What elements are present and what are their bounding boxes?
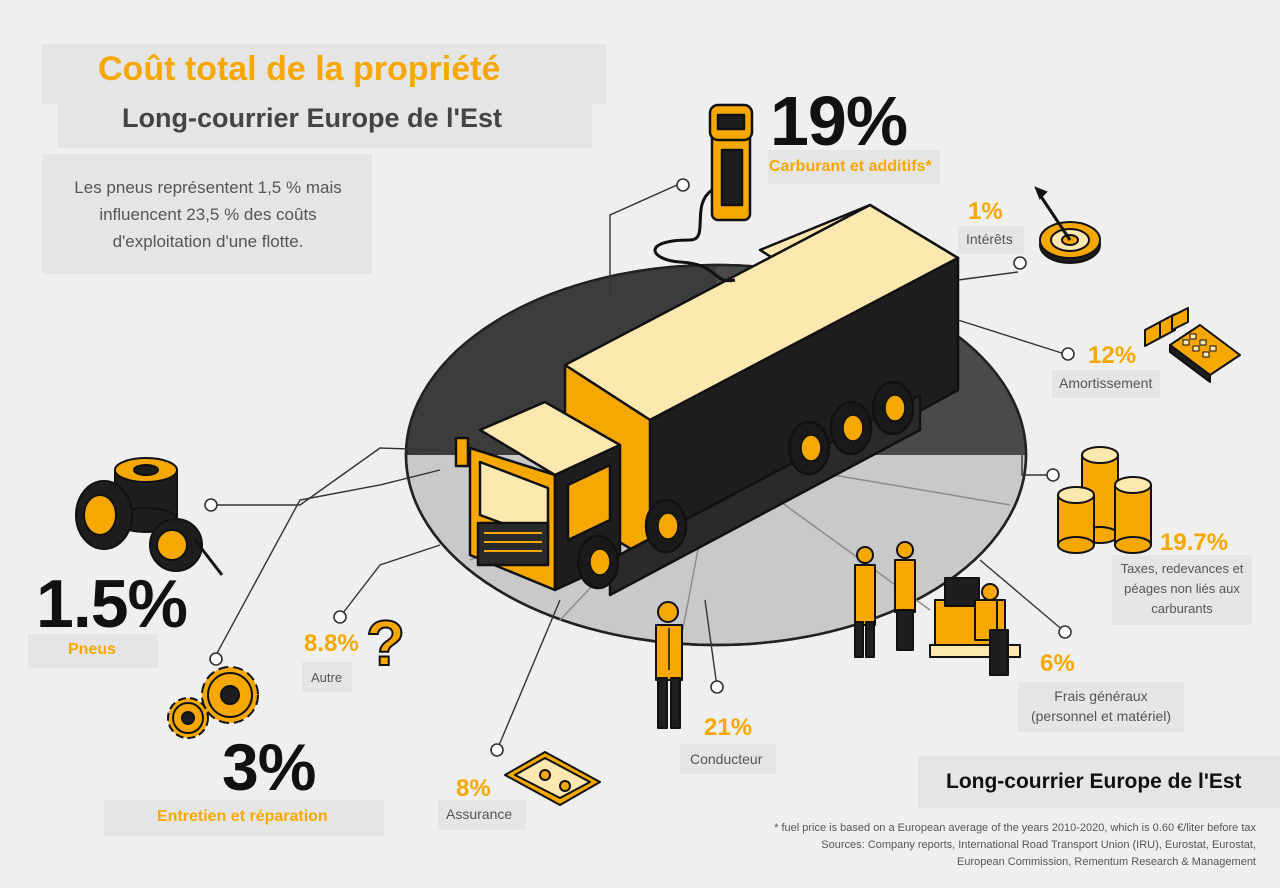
coin-stacks-icon bbox=[1057, 446, 1152, 554]
overhead-label-panel bbox=[1018, 682, 1184, 732]
maintenance-value: 3% bbox=[222, 730, 316, 804]
interest-label: Intérêts bbox=[966, 231, 1013, 247]
insurance-value: 8% bbox=[456, 775, 491, 802]
leader-dots bbox=[204, 178, 1075, 757]
office-staff-icon bbox=[854, 541, 1021, 676]
other-label: Autre bbox=[311, 670, 343, 685]
tyres-label: Pneus bbox=[68, 641, 117, 658]
insurance-label: Assurance bbox=[446, 806, 513, 822]
insurance-document-icon bbox=[504, 751, 601, 806]
gears-icon bbox=[167, 666, 259, 739]
footnote-line-3: European Commission, Rementum Research &… bbox=[957, 856, 1256, 868]
page-title: Coût total de la propriété bbox=[98, 50, 501, 88]
driver-label: Conducteur bbox=[690, 751, 763, 767]
depreciation-value: 12% bbox=[1088, 342, 1137, 369]
fuel-label-panel bbox=[768, 150, 940, 184]
taxes-label-line2: péages non liés aux bbox=[1124, 581, 1240, 596]
subtitle-panel bbox=[58, 100, 592, 148]
depreciation-label: Amortissement bbox=[1059, 375, 1153, 391]
footnote-line-2: Sources: Company reports, International … bbox=[821, 839, 1256, 851]
interest-label-panel bbox=[958, 226, 1024, 254]
brand-label-panel bbox=[918, 756, 1280, 808]
target-icon bbox=[1034, 186, 1101, 264]
taxes-label-panel bbox=[1112, 555, 1252, 625]
other-label-panel bbox=[302, 662, 352, 692]
page-subtitle: Long-courrier Europe de l'Est bbox=[122, 103, 502, 133]
interest-value: 1% bbox=[968, 198, 1003, 225]
svg-text:?: ? bbox=[366, 607, 405, 679]
taxes-value: 19.7% bbox=[1160, 529, 1229, 556]
fuel-pump-icon bbox=[653, 103, 754, 283]
maintenance-label-panel bbox=[104, 800, 384, 836]
leader-lines bbox=[215, 184, 1069, 751]
overhead-label-line2: (personnel et matériel) bbox=[1030, 708, 1172, 724]
footnote-line-1: * fuel price is based on a European aver… bbox=[774, 822, 1256, 834]
driver-label-panel bbox=[680, 744, 776, 774]
depreciation-label-panel bbox=[1052, 370, 1160, 398]
overhead-label-line1: Frais généraux bbox=[1054, 688, 1148, 704]
other-value: 8.8% bbox=[304, 630, 359, 657]
title-panel bbox=[42, 44, 606, 104]
fuel-label: Carburant et additifs* bbox=[769, 158, 932, 175]
maintenance-label: Entretien et réparation bbox=[157, 808, 328, 825]
tyres-value: 1.5% bbox=[36, 566, 188, 642]
driver-value: 21% bbox=[704, 714, 753, 741]
fuel-value: 19% bbox=[770, 82, 908, 160]
taxes-label-line3: carburants bbox=[1151, 601, 1213, 616]
truck-illustration bbox=[454, 203, 960, 597]
calculator-icon bbox=[1144, 307, 1241, 383]
brand-label: Long-courrier Europe de l'Est bbox=[946, 770, 1242, 793]
question-mark-icon: ? bbox=[365, 606, 406, 680]
intro-text: Les pneus représentent 1,5 % mais influe… bbox=[74, 178, 342, 251]
insurance-label-panel bbox=[438, 800, 526, 830]
taxes-label-line1: Taxes, redevances et bbox=[1120, 561, 1244, 576]
overhead-value: 6% bbox=[1040, 650, 1075, 677]
driver-icon bbox=[655, 601, 683, 729]
tyres-icon bbox=[75, 457, 224, 576]
tyres-label-panel bbox=[28, 634, 158, 668]
intro-panel bbox=[42, 154, 372, 274]
